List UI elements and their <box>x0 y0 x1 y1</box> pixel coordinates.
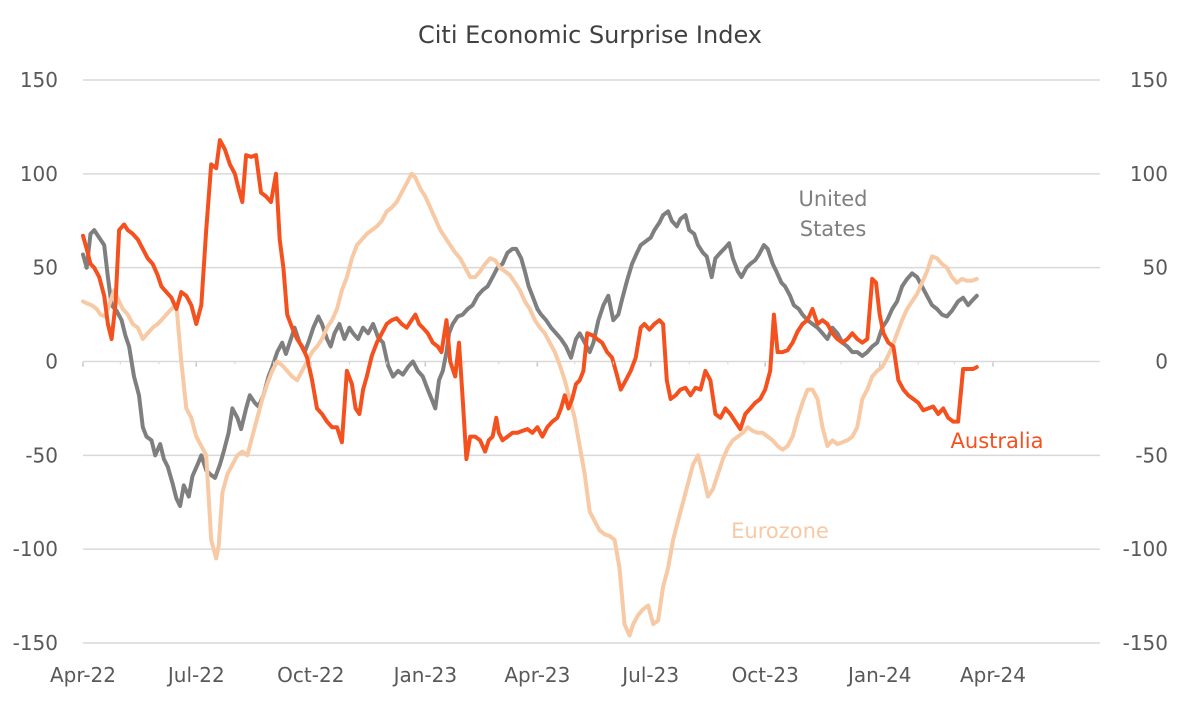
y-tick-label-right: 0 <box>1155 350 1168 374</box>
y-tick-label-right: -150 <box>1123 631 1168 655</box>
series-label-line: States <box>800 217 867 241</box>
y-tick-label-left: -50 <box>25 443 58 467</box>
x-tick-label: Apr-24 <box>960 663 1026 687</box>
series-label-line: Australia <box>951 429 1044 453</box>
x-tick-label: Apr-23 <box>504 663 570 687</box>
y-tick-label-right: 100 <box>1130 162 1168 186</box>
y-tick-label-right: -50 <box>1135 443 1168 467</box>
y-tick-label-left: -150 <box>13 631 58 655</box>
series-label-line: Eurozone <box>731 519 829 543</box>
gridlines <box>83 79 1100 644</box>
x-tick-label: Oct-22 <box>277 663 344 687</box>
x-tick-label: Jul-23 <box>620 663 679 687</box>
x-tick-label: Jan-23 <box>392 663 458 687</box>
y-tick-label-left: 0 <box>45 350 58 374</box>
axes: 150 150 100 100 50 50 0 0 -50 -50 -100 -100 -150 -150… <box>13 68 1168 687</box>
x-tick-label: Jan-24 <box>846 663 912 687</box>
y-tick-label-right: 150 <box>1130 68 1168 92</box>
series-lines <box>81 138 979 638</box>
chart-title: Citi Economic Surprise Index <box>418 21 762 49</box>
y-tick-label-left: 100 <box>20 162 58 186</box>
y-tick-label-right: 50 <box>1143 256 1168 280</box>
series-label-line: United <box>799 187 868 211</box>
series-label-eurozone: Eurozone <box>731 519 829 543</box>
series-label-united-states: United States <box>799 187 868 241</box>
series-labels: United States Eurozone Australia <box>731 187 1043 543</box>
x-tick-label: Oct-23 <box>732 663 799 687</box>
y-tick-label-right: -100 <box>1123 537 1168 561</box>
x-tick-label: Apr-22 <box>50 663 116 687</box>
y-tick-label-left: 150 <box>20 68 58 92</box>
series-line-united-states <box>81 209 979 508</box>
x-tick-label: Jul-22 <box>166 663 225 687</box>
series-line-australia <box>81 138 979 462</box>
series-line-eurozone <box>81 171 979 638</box>
y-tick-label-left: 50 <box>33 256 58 280</box>
y-tick-label-left: -100 <box>13 537 58 561</box>
series-label-australia: Australia <box>951 429 1044 453</box>
